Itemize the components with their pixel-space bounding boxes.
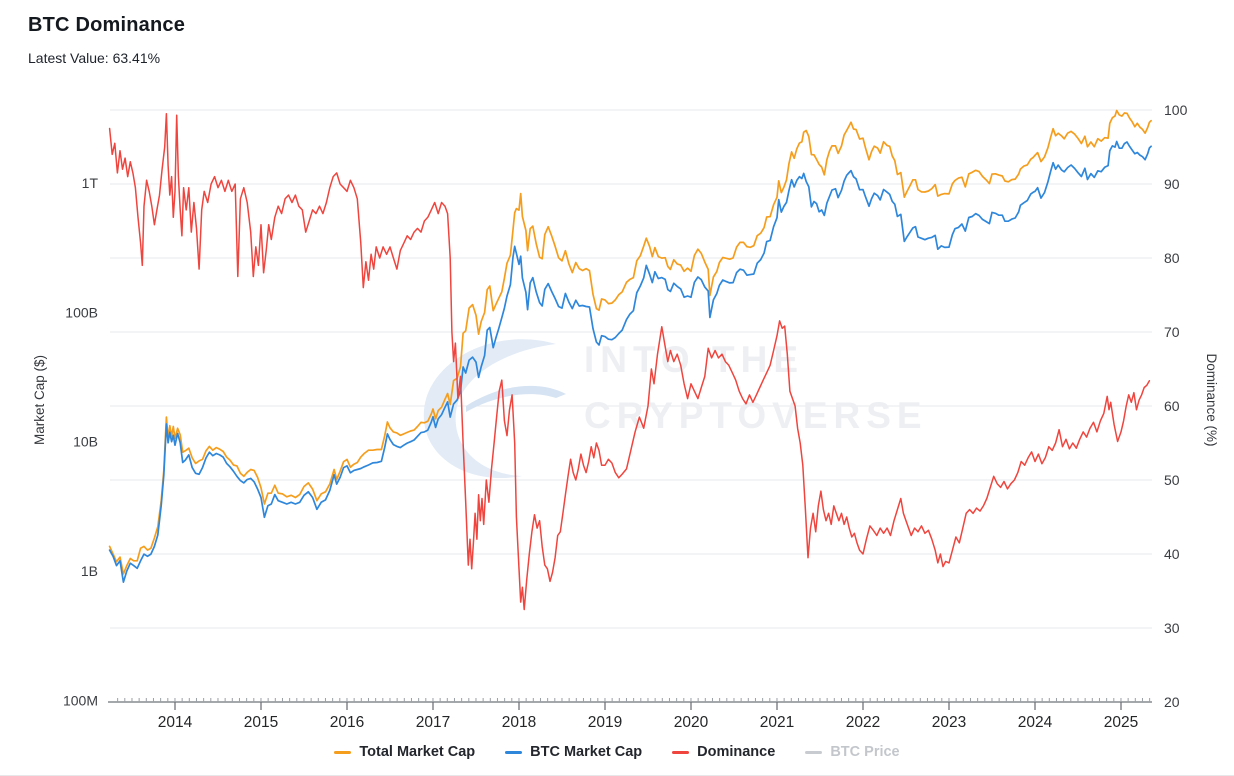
right-tick-50: 50 — [1164, 472, 1180, 488]
legend-item-total-market-cap[interactable]: Total Market Cap — [334, 744, 475, 760]
watermark: INTO THE CRYPTOVERSE — [423, 339, 922, 479]
x-tick-label-2015: 2015 — [244, 714, 278, 731]
x-tick-label-2022: 2022 — [846, 714, 880, 731]
x-tick-label-2017: 2017 — [416, 714, 450, 731]
x-tick-label-2016: 2016 — [330, 714, 364, 731]
left-tick-100M: 100M — [63, 692, 98, 708]
cryptoverse-logo-swoosh-icon — [466, 385, 566, 412]
left-tick-1T: 1T — [82, 175, 99, 191]
axes: 2014 2015 2016 2017 2018 2019 2020 2021 2022 2023… — [63, 102, 1188, 731]
legend-label: BTC Price — [830, 744, 900, 760]
legend-label: Dominance — [697, 744, 776, 760]
legend-item-btc-price[interactable]: BTC Price — [805, 744, 900, 760]
left-tick-100B: 100B — [65, 304, 98, 320]
legend-dash-icon — [805, 750, 823, 754]
chart-legend: Total Market Cap BTC Market Cap Dominance B… — [0, 744, 1234, 760]
watermark-line1: INTO THE — [584, 339, 804, 380]
right-tick-100: 100 — [1164, 102, 1188, 118]
page-title: BTC Dominance — [28, 14, 186, 36]
right-tick-20: 20 — [1164, 694, 1180, 710]
right-axis-title: Dominance (%) — [1204, 353, 1219, 446]
right-tick-80: 80 — [1164, 250, 1180, 266]
series-line-btc-market-cap — [108, 140, 1152, 583]
right-tick-90: 90 — [1164, 176, 1180, 192]
series-line-dominance — [108, 112, 1151, 611]
legend-dash-icon — [334, 750, 352, 754]
x-tick-label-2024: 2024 — [1018, 714, 1053, 731]
right-tick-40: 40 — [1164, 546, 1180, 562]
x-tick-label-2020: 2020 — [674, 714, 709, 731]
x-tick-label-2018: 2018 — [502, 714, 536, 731]
legend-item-dominance[interactable]: Dominance — [672, 744, 775, 760]
right-tick-70: 70 — [1164, 324, 1180, 340]
x-tick-label-2019: 2019 — [588, 714, 622, 731]
legend-label: BTC Market Cap — [530, 744, 643, 760]
left-axis-title: Market Cap ($) — [32, 355, 47, 445]
x-tick-label-2023: 2023 — [932, 714, 966, 731]
left-tick-1B: 1B — [81, 563, 98, 579]
series-lines — [108, 109, 1152, 611]
x-tick-label-2014: 2014 — [158, 714, 193, 731]
x-tick-label-2025: 2025 — [1104, 714, 1138, 731]
right-tick-30: 30 — [1164, 620, 1180, 636]
series-line-total-market-cap — [108, 109, 1152, 575]
legend-item-btc-market-cap[interactable]: BTC Market Cap — [505, 744, 642, 760]
left-tick-10B: 10B — [73, 434, 98, 450]
gridlines — [110, 109, 1152, 629]
legend-dash-icon — [672, 750, 690, 754]
right-tick-60: 60 — [1164, 398, 1180, 414]
latest-value-subtitle: Latest Value: 63.41% — [28, 50, 161, 66]
legend-dash-icon — [505, 750, 523, 754]
x-tick-label-2021: 2021 — [760, 714, 794, 731]
legend-label: Total Market Cap — [359, 744, 476, 760]
